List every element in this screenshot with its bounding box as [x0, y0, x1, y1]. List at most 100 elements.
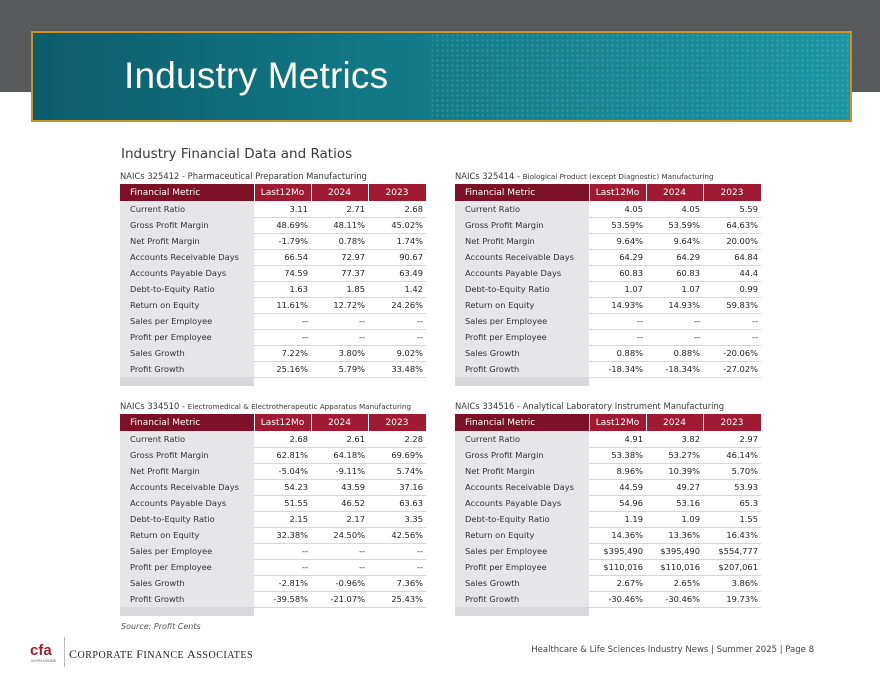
table-row: Return on Equity 14.93% 14.93% 59.83%	[455, 297, 761, 314]
metric-value: 54.96	[589, 495, 646, 512]
metric-value: 33.48%	[368, 361, 426, 378]
footer-cell	[120, 607, 254, 616]
metric-value: --	[311, 313, 368, 330]
metric-value: -21.07%	[311, 591, 368, 608]
metric-value: 25.43%	[368, 591, 426, 608]
column-header: 2023	[368, 184, 427, 201]
metric-value: 3.86%	[703, 575, 761, 592]
metric-value: 2.67%	[589, 575, 646, 592]
table-row: Debt-to-Equity Ratio 1.07 1.07 0.99	[455, 281, 761, 298]
metric-value: -1.79%	[254, 233, 311, 250]
metric-value: --	[703, 313, 761, 330]
footer-cell	[311, 607, 368, 616]
metric-value: 53.16	[646, 495, 703, 512]
metric-name: Sales Growth	[455, 575, 589, 591]
metric-value: 32.38%	[254, 527, 311, 544]
metric-value: 45.02%	[368, 217, 426, 234]
metric-value: 46.52	[311, 495, 368, 512]
metric-value: 14.93%	[589, 297, 646, 314]
table-row: Return on Equity 32.38% 24.50% 42.56%	[120, 527, 426, 544]
column-header: Financial Metric	[120, 184, 255, 201]
metric-value: --	[368, 543, 426, 560]
metric-value: -39.58%	[254, 591, 311, 608]
table-caption: NAICs 325412 - Pharmaceutical Preparatio…	[120, 171, 426, 184]
table-row: Accounts Receivable Days 66.54 72.97 90.67	[120, 249, 426, 266]
metric-value: --	[254, 329, 311, 346]
metric-value: 24.50%	[311, 527, 368, 544]
metric-value: 5.70%	[703, 463, 761, 480]
metric-name: Accounts Payable Days	[120, 265, 254, 281]
table-row: Gross Profit Margin 48.69% 48.11% 45.02%	[120, 217, 426, 234]
metric-value: 0.99	[703, 281, 761, 298]
metric-value: 3.80%	[311, 345, 368, 362]
metric-value: 43.59	[311, 479, 368, 496]
table-row: Sales per Employee -- -- --	[120, 313, 426, 330]
table-row: Return on Equity 14.36% 13.36% 16.43%	[455, 527, 761, 544]
cfa-logo-icon: cfa WORLDWIDE	[30, 642, 57, 663]
footer-cell	[646, 607, 703, 616]
metric-value: 63.49	[368, 265, 426, 282]
footer-cell	[589, 607, 646, 616]
metric-value: --	[254, 543, 311, 560]
metric-value: 54.23	[254, 479, 311, 496]
metric-value: 14.93%	[646, 297, 703, 314]
metric-value: $395,490	[589, 543, 646, 560]
table-row: Current Ratio 4.91 3.82 2.97	[455, 431, 761, 448]
industry-table-block: NAICs 325414 - Biological Product (excep…	[455, 171, 762, 386]
metric-value: 10.39%	[646, 463, 703, 480]
metric-value: 16.43%	[703, 527, 761, 544]
metric-name: Gross Profit Margin	[455, 447, 589, 463]
footer-cell	[254, 377, 311, 386]
table-footer-row	[120, 607, 426, 616]
metric-value: 1.63	[254, 281, 311, 298]
metric-value: 9.64%	[589, 233, 646, 250]
metric-value: $207,061	[703, 559, 761, 576]
table-row: Accounts Payable Days 74.59 77.37 63.49	[120, 265, 426, 282]
metric-value: 74.59	[254, 265, 311, 282]
footer-cell	[455, 607, 589, 616]
metric-value: -30.46%	[646, 591, 703, 608]
metric-name: Accounts Payable Days	[120, 495, 254, 511]
column-header: Financial Metric	[455, 414, 590, 431]
metric-name: Accounts Receivable Days	[120, 249, 254, 265]
table-row: Net Profit Margin 9.64% 9.64% 20.00%	[455, 233, 761, 250]
table-row: Sales Growth -2.81% -0.96% 7.36%	[120, 575, 426, 592]
table-row: Profit per Employee -- -- --	[120, 329, 426, 346]
column-header: Last12Mo	[589, 414, 647, 431]
column-header: Financial Metric	[120, 414, 255, 431]
company-letter: C	[69, 647, 78, 661]
metric-value: 46.14%	[703, 447, 761, 464]
metric-value: 13.36%	[646, 527, 703, 544]
metric-value: 90.67	[368, 249, 426, 266]
metric-value: 62.81%	[254, 447, 311, 464]
table-row: Sales Growth 7.22% 3.80% 9.02%	[120, 345, 426, 362]
metric-value: 1.07	[646, 281, 703, 298]
column-header: 2023	[368, 414, 427, 431]
metric-value: 64.29	[646, 249, 703, 266]
metric-value: 48.11%	[311, 217, 368, 234]
metric-value: 72.97	[311, 249, 368, 266]
metric-name: Net Profit Margin	[455, 233, 589, 249]
metric-name: Net Profit Margin	[455, 463, 589, 479]
metric-name: Return on Equity	[455, 527, 589, 543]
column-header: 2024	[311, 184, 369, 201]
table-row: Sales Growth 2.67% 2.65% 3.86%	[455, 575, 761, 592]
metric-value: 1.74%	[368, 233, 426, 250]
table-caption: NAICs 325414 - Biological Product (excep…	[455, 171, 761, 184]
industry-name: Pharmaceutical Preparation Manufacturing	[187, 171, 367, 181]
naics-code: NAICs 334516 -	[455, 401, 523, 411]
metric-value: --	[311, 543, 368, 560]
metric-value: --	[254, 313, 311, 330]
metric-value: 4.91	[589, 431, 646, 448]
table-row: Profit per Employee $110,016 $110,016 $207,…	[455, 559, 761, 576]
table-row: Accounts Payable Days 54.96 53.16 65.3	[455, 495, 761, 512]
metric-value: 9.64%	[646, 233, 703, 250]
metric-value: 7.22%	[254, 345, 311, 362]
column-header: 2023	[703, 414, 762, 431]
table-row: Debt-to-Equity Ratio 2.15 2.17 3.35	[120, 511, 426, 528]
table-row: Gross Profit Margin 53.38% 53.27% 46.14%	[455, 447, 761, 464]
footer-cell	[703, 377, 761, 386]
table-row: Profit per Employee -- -- --	[120, 559, 426, 576]
metrics-table: Financial Metric Last12Mo 2024 2023 Current …	[120, 414, 427, 616]
footer-cell	[254, 607, 311, 616]
